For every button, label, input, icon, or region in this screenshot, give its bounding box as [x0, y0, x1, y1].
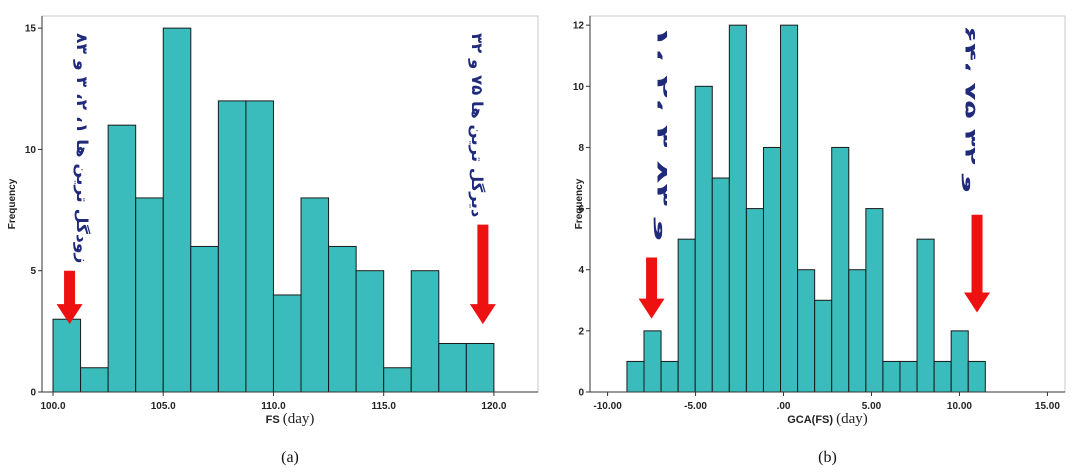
histogram-bar	[245, 100, 274, 393]
histogram-bar	[677, 238, 696, 393]
histogram-bar	[831, 146, 850, 393]
histogram-bar	[950, 330, 969, 393]
x-tick-label: 105.0	[151, 401, 176, 412]
x-tick-label: 10.00	[947, 401, 972, 412]
y-tick-label: 10	[573, 82, 585, 93]
histogram-bar	[162, 27, 192, 393]
panel-caption: (b)	[818, 449, 837, 466]
histogram-bar	[762, 146, 782, 393]
x-tick-label: 5.00	[862, 401, 882, 412]
histogram-bar	[728, 24, 747, 393]
y-axis-label: Frequency	[574, 178, 585, 229]
histogram-bar	[660, 360, 679, 393]
histogram-bar	[52, 318, 82, 393]
y-tick-label: 5	[30, 266, 36, 277]
annotation-text: زودگل ترین ها ۱، ۲، ۳ و ۸۳	[73, 33, 91, 263]
x-tick-label: 110.0	[261, 401, 286, 412]
chart-panel-b: 0 2 4 6 8 10 12 -10.00 -5.00 .00 5.00 10.00 15.00 Fre…	[573, 15, 1066, 466]
x-tick-label: -10.00	[593, 401, 622, 412]
y-tick-label: 0	[578, 388, 584, 399]
histogram-bar	[190, 245, 219, 393]
x-axis-label: FS (day)	[266, 411, 315, 427]
annotation-text: ۶۴، ۷۵ و ۳۲	[962, 25, 980, 193]
histogram-bar	[217, 100, 247, 393]
y-tick-label: 4	[578, 265, 584, 276]
red-arrow-icon	[638, 257, 665, 319]
histogram-bar	[814, 299, 833, 393]
x-tick-label: 100.0	[41, 401, 66, 412]
red-arrow-icon	[469, 224, 496, 325]
chart-panel-a: 0 5 10 15 100.0 105.0 110.0 115.0 120.0 Frequency…	[7, 15, 539, 466]
red-arrow-icon	[964, 214, 991, 313]
histogram-bar	[848, 269, 867, 393]
y-tick-label: 6	[578, 204, 584, 215]
panel-caption: (a)	[281, 449, 299, 466]
x-tick-label: 15.00	[1035, 401, 1060, 412]
y-tick-label: 12	[573, 21, 585, 32]
histogram-bar	[899, 360, 918, 393]
histogram-bar	[135, 197, 164, 393]
histogram-bar	[643, 330, 662, 393]
x-tick-label: 115.0	[371, 401, 396, 412]
histogram-bar	[933, 360, 952, 393]
histogram-bar	[107, 124, 137, 393]
histogram-bar	[355, 270, 385, 393]
annotation-text: دیرگل ترین ها ۷۵ و ۳۲	[468, 33, 486, 218]
y-tick-label: 10	[25, 145, 37, 156]
histogram-bar	[916, 238, 935, 393]
histogram-bar	[745, 208, 764, 393]
y-tick-label: 15	[25, 24, 37, 35]
red-arrow-icon	[56, 270, 83, 325]
histogram-bar	[383, 367, 412, 393]
x-axis-label: GCA(FS) (day)	[787, 411, 868, 427]
x-tick-label: -5.00	[684, 401, 707, 412]
y-tick-label: 8	[578, 143, 584, 154]
histogram-bar	[465, 342, 495, 393]
y-axis-label: Frequency	[7, 178, 18, 229]
histogram-bar	[438, 342, 467, 393]
histogram-bar	[865, 208, 884, 393]
histogram-bar	[797, 269, 816, 393]
y-tick-label: 0	[30, 388, 36, 399]
x-tick-label: 120.0	[481, 401, 506, 412]
histogram-bar	[328, 245, 357, 393]
histogram-bar	[80, 367, 109, 393]
histogram-bar	[967, 360, 986, 393]
histogram-bar	[300, 197, 330, 393]
histogram-bar	[272, 294, 302, 393]
x-tick-label: .00	[777, 401, 791, 412]
histogram-bar	[711, 177, 730, 393]
histogram-bar	[410, 270, 440, 393]
histogram-bar	[694, 85, 713, 393]
histogram-bar	[882, 360, 901, 393]
histogram-bar	[626, 360, 645, 393]
histogram-bar	[780, 24, 799, 393]
y-tick-label: 2	[578, 326, 584, 337]
annotation-text: ۱، ۲، ۳ و ۸۳	[654, 25, 672, 242]
